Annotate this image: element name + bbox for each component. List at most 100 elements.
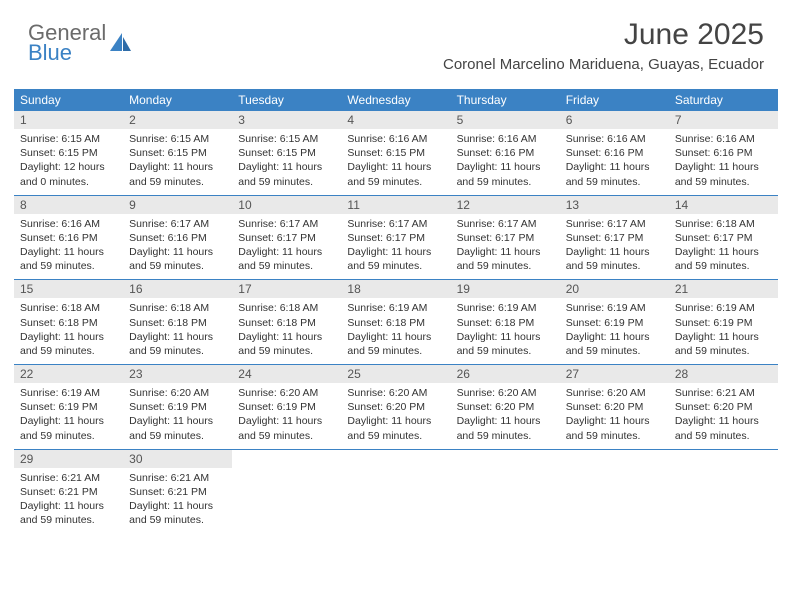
calendar-week: 8Sunrise: 6:16 AMSunset: 6:16 PMDaylight… xyxy=(14,196,778,281)
calendar-cell: 18Sunrise: 6:19 AMSunset: 6:18 PMDayligh… xyxy=(341,280,450,364)
weekday-header: Saturday xyxy=(669,89,778,111)
day-details: Sunrise: 6:17 AMSunset: 6:17 PMDaylight:… xyxy=(560,217,669,274)
daylight-line: Daylight: 11 hours and 59 minutes. xyxy=(238,160,335,188)
sunset-line: Sunset: 6:18 PM xyxy=(347,316,444,330)
sunset-line: Sunset: 6:18 PM xyxy=(20,316,117,330)
sunset-line: Sunset: 6:18 PM xyxy=(457,316,554,330)
weekday-row: SundayMondayTuesdayWednesdayThursdayFrid… xyxy=(14,89,778,111)
weekday-header: Monday xyxy=(123,89,232,111)
day-number: 13 xyxy=(560,196,669,214)
calendar-cell: 27Sunrise: 6:20 AMSunset: 6:20 PMDayligh… xyxy=(560,365,669,449)
day-details: Sunrise: 6:19 AMSunset: 6:18 PMDaylight:… xyxy=(451,301,560,358)
calendar-cell: 14Sunrise: 6:18 AMSunset: 6:17 PMDayligh… xyxy=(669,196,778,280)
daylight-line: Daylight: 11 hours and 59 minutes. xyxy=(457,160,554,188)
daylight-line: Daylight: 11 hours and 59 minutes. xyxy=(457,330,554,358)
daylight-line: Daylight: 11 hours and 59 minutes. xyxy=(20,330,117,358)
day-number: 25 xyxy=(341,365,450,383)
sunset-line: Sunset: 6:18 PM xyxy=(129,316,226,330)
weekday-header: Friday xyxy=(560,89,669,111)
day-details: Sunrise: 6:19 AMSunset: 6:19 PMDaylight:… xyxy=(14,386,123,443)
calendar-cell: 4 Sunrise: 6:16 AMSunset: 6:15 PMDaylight… xyxy=(341,111,450,195)
daylight-line: Daylight: 11 hours and 59 minutes. xyxy=(129,245,226,273)
header: General Blue June 2025 Coronel Marcelino… xyxy=(0,0,792,79)
weekday-header: Thursday xyxy=(451,89,560,111)
calendar-cell: 29Sunrise: 6:21 AMSunset: 6:21 PMDayligh… xyxy=(14,450,123,534)
sunset-line: Sunset: 6:20 PM xyxy=(566,400,663,414)
day-details: Sunrise: 6:18 AMSunset: 6:18 PMDaylight:… xyxy=(123,301,232,358)
calendar-cell: 20Sunrise: 6:19 AMSunset: 6:19 PMDayligh… xyxy=(560,280,669,364)
calendar-cell: 23 Sunrise: 6:20 AMSunset: 6:19 PMDayligh… xyxy=(123,365,232,449)
sunset-line: Sunset: 6:21 PM xyxy=(129,485,226,499)
day-number: 22 xyxy=(14,365,123,383)
sunrise-line: Sunrise: 6:18 AM xyxy=(238,301,335,315)
daylight-line: Daylight: 11 hours and 59 minutes. xyxy=(129,414,226,442)
day-details: Sunrise: 6:17 AMSunset: 6:17 PMDaylight:… xyxy=(232,217,341,274)
day-number: 17 xyxy=(232,280,341,298)
sunrise-line: Sunrise: 6:16 AM xyxy=(675,132,772,146)
calendar-week: 29Sunrise: 6:21 AMSunset: 6:21 PMDayligh… xyxy=(14,450,778,534)
daylight-line: Daylight: 11 hours and 59 minutes. xyxy=(457,245,554,273)
calendar-cell: 15Sunrise: 6:18 AMSunset: 6:18 PMDayligh… xyxy=(14,280,123,364)
calendar-cell: 19Sunrise: 6:19 AMSunset: 6:18 PMDayligh… xyxy=(451,280,560,364)
sunset-line: Sunset: 6:18 PM xyxy=(238,316,335,330)
calendar-cell: 9Sunrise: 6:17 AMSunset: 6:16 PMDaylight… xyxy=(123,196,232,280)
sunset-line: Sunset: 6:19 PM xyxy=(238,400,335,414)
daylight-line: Daylight: 11 hours and 59 minutes. xyxy=(347,160,444,188)
sunrise-line: Sunrise: 6:17 AM xyxy=(566,217,663,231)
logo: General Blue xyxy=(28,22,132,64)
daylight-line: Daylight: 11 hours and 59 minutes. xyxy=(566,245,663,273)
daylight-line: Daylight: 11 hours and 59 minutes. xyxy=(347,414,444,442)
calendar-week: 1Sunrise: 6:15 AMSunset: 6:15 PMDaylight… xyxy=(14,111,778,196)
calendar-cell: 16Sunrise: 6:18 AMSunset: 6:18 PMDayligh… xyxy=(123,280,232,364)
day-number: 9 xyxy=(123,196,232,214)
daylight-line: Daylight: 11 hours and 59 minutes. xyxy=(20,499,117,527)
day-details: Sunrise: 6:21 AMSunset: 6:21 PMDaylight:… xyxy=(123,471,232,528)
day-details: Sunrise: 6:18 AMSunset: 6:18 PMDaylight:… xyxy=(14,301,123,358)
day-number: 2 xyxy=(123,111,232,129)
title-block: June 2025 Coronel Marcelino Mariduena, G… xyxy=(443,18,764,73)
sunset-line: Sunset: 6:16 PM xyxy=(675,146,772,160)
calendar-cell: 26Sunrise: 6:20 AMSunset: 6:20 PMDayligh… xyxy=(451,365,560,449)
day-number: 23 xyxy=(123,365,232,383)
sunrise-line: Sunrise: 6:16 AM xyxy=(566,132,663,146)
daylight-line: Daylight: 11 hours and 59 minutes. xyxy=(238,330,335,358)
daylight-line: Daylight: 11 hours and 59 minutes. xyxy=(129,160,226,188)
day-number: 7 xyxy=(669,111,778,129)
sunrise-line: Sunrise: 6:15 AM xyxy=(238,132,335,146)
page-title: June 2025 xyxy=(443,18,764,52)
day-number: 11 xyxy=(341,196,450,214)
calendar-cell: 30 Sunrise: 6:21 AMSunset: 6:21 PMDayligh… xyxy=(123,450,232,534)
day-number: 4 xyxy=(341,111,450,129)
day-details: Sunrise: 6:20 AMSunset: 6:19 PMDaylight:… xyxy=(123,386,232,443)
calendar-cell: 3Sunrise: 6:15 AMSunset: 6:15 PMDaylight… xyxy=(232,111,341,195)
weekday-header: Tuesday xyxy=(232,89,341,111)
daylight-line: Daylight: 11 hours and 59 minutes. xyxy=(129,330,226,358)
day-number: 12 xyxy=(451,196,560,214)
day-details: Sunrise: 6:16 AMSunset: 6:16 PMDaylight:… xyxy=(14,217,123,274)
day-details: Sunrise: 6:16 AMSunset: 6:16 PMDaylight:… xyxy=(669,132,778,189)
day-details: Sunrise: 6:15 AMSunset: 6:15 PMDaylight:… xyxy=(123,132,232,189)
sunrise-line: Sunrise: 6:19 AM xyxy=(675,301,772,315)
calendar-cell: 28Sunrise: 6:21 AMSunset: 6:20 PMDayligh… xyxy=(669,365,778,449)
calendar-cell: 21Sunrise: 6:19 AMSunset: 6:19 PMDayligh… xyxy=(669,280,778,364)
location-label: Coronel Marcelino Mariduena, Guayas, Ecu… xyxy=(443,56,764,73)
calendar-cell: 7 Sunrise: 6:16 AMSunset: 6:16 PMDaylight… xyxy=(669,111,778,195)
sunset-line: Sunset: 6:19 PM xyxy=(675,316,772,330)
day-details: Sunrise: 6:16 AMSunset: 6:16 PMDaylight:… xyxy=(451,132,560,189)
daylight-line: Daylight: 11 hours and 59 minutes. xyxy=(457,414,554,442)
day-number: 5 xyxy=(451,111,560,129)
sunrise-line: Sunrise: 6:21 AM xyxy=(129,471,226,485)
daylight-line: Daylight: 11 hours and 59 minutes. xyxy=(566,330,663,358)
day-details: Sunrise: 6:16 AMSunset: 6:15 PMDaylight:… xyxy=(341,132,450,189)
sunset-line: Sunset: 6:20 PM xyxy=(347,400,444,414)
sunset-line: Sunset: 6:21 PM xyxy=(20,485,117,499)
calendar-cell: 2 Sunrise: 6:15 AMSunset: 6:15 PMDaylight… xyxy=(123,111,232,195)
calendar-cell: 10Sunrise: 6:17 AMSunset: 6:17 PMDayligh… xyxy=(232,196,341,280)
sunrise-line: Sunrise: 6:19 AM xyxy=(20,386,117,400)
daylight-line: Daylight: 11 hours and 59 minutes. xyxy=(675,330,772,358)
day-number: 30 xyxy=(123,450,232,468)
calendar-cell xyxy=(451,450,560,534)
day-details: Sunrise: 6:21 AMSunset: 6:20 PMDaylight:… xyxy=(669,386,778,443)
sunrise-line: Sunrise: 6:17 AM xyxy=(238,217,335,231)
sunrise-line: Sunrise: 6:16 AM xyxy=(347,132,444,146)
